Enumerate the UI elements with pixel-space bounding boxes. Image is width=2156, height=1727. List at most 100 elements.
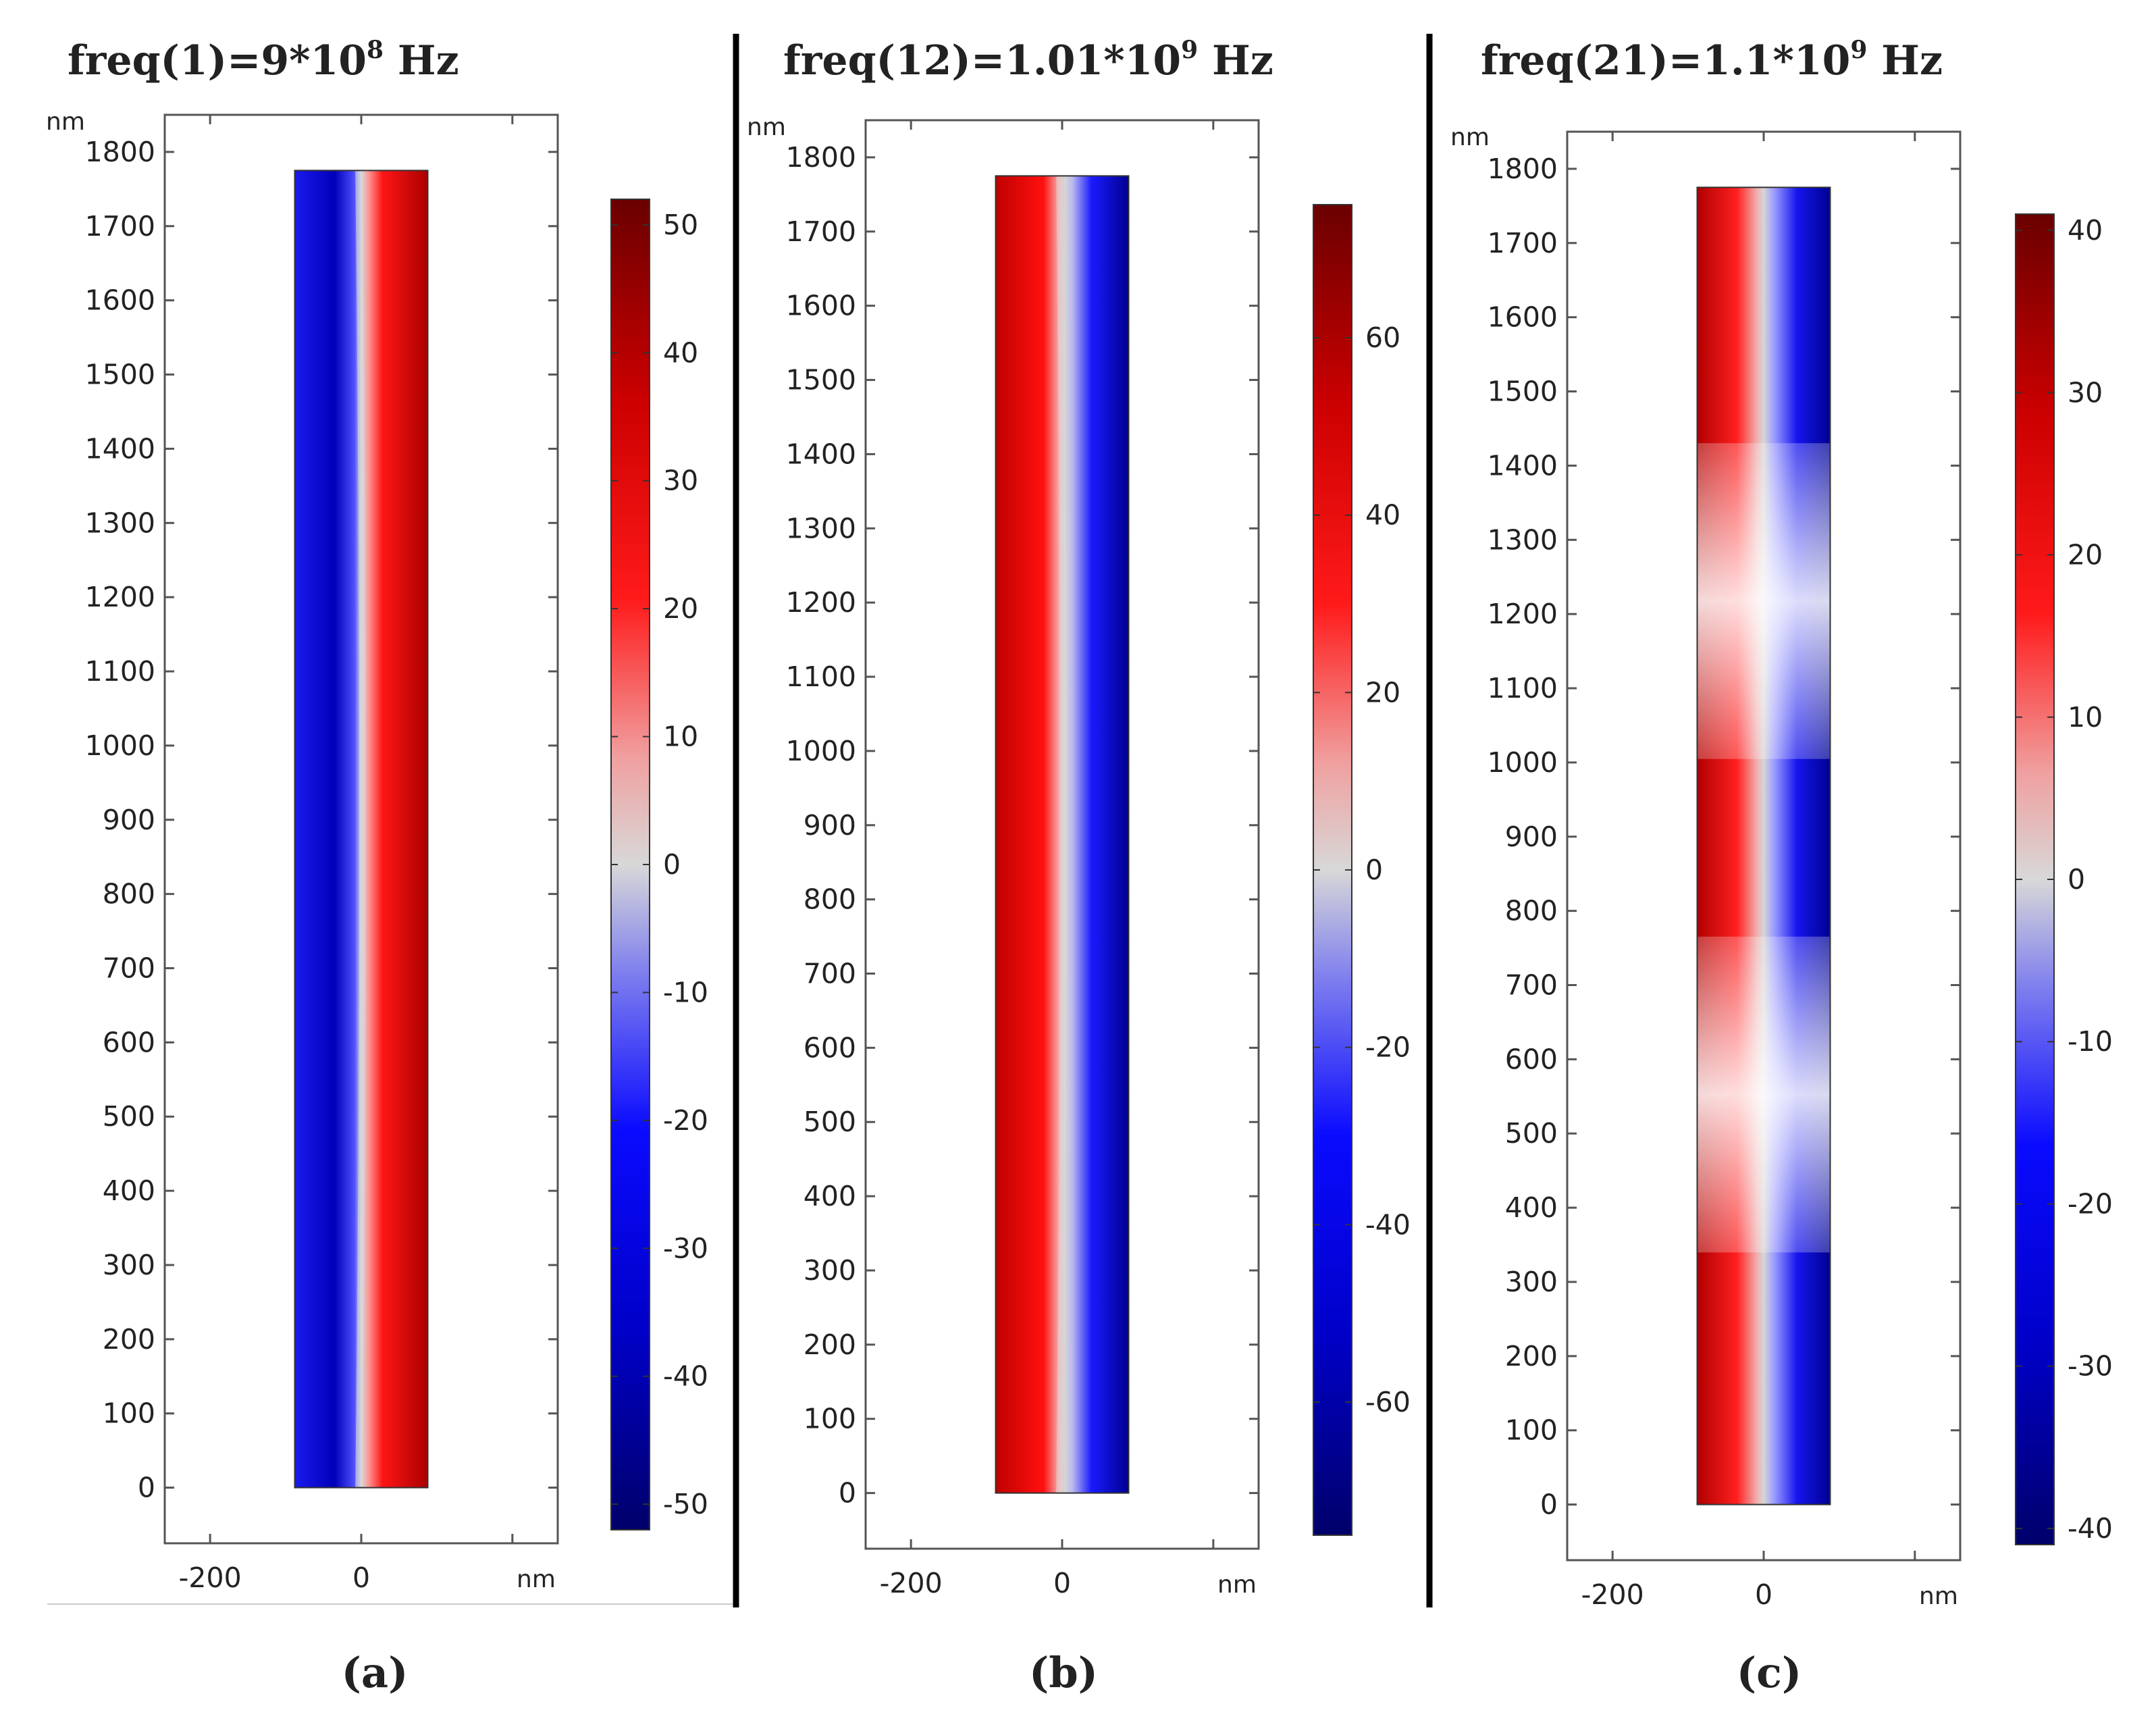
- colorbar-tick-label: -30: [663, 1232, 708, 1264]
- panel-a-title-suffix: Hz: [384, 37, 459, 84]
- colorbar-tick-label: 0: [2068, 863, 2085, 896]
- field-band: [1697, 187, 1831, 1505]
- colorbar-tick-label: 20: [1365, 676, 1400, 708]
- panel-b-title-exp: 9: [1181, 36, 1198, 64]
- y-tick-label: 1600: [1488, 301, 1558, 334]
- colorbar-tick-label: -20: [2068, 1187, 2113, 1220]
- colorbar-tick-label: -10: [2068, 1025, 2113, 1058]
- panel-a-x-unit: nm: [517, 1566, 556, 1593]
- colorbar-tick-label: 50: [663, 209, 698, 241]
- y-tick-label: 300: [103, 1249, 155, 1281]
- panel-b-domain-outline: [995, 175, 1130, 1494]
- panel-a-colorbar-ticks: -50 -40 -30 -20 -10 0 10 20 30 40 50: [611, 209, 708, 1520]
- panel-c-domain-outline: [1696, 186, 1831, 1505]
- colorbar-tick-label: -20: [663, 1104, 708, 1137]
- zero-contour: [355, 170, 366, 1488]
- y-tick-label: 1600: [786, 290, 856, 322]
- panel-c-x-ticks: -200 0: [1581, 132, 1916, 1611]
- colorbar-tick-label: 10: [2068, 701, 2103, 733]
- y-tick-label: 900: [103, 804, 155, 836]
- y-tick-label: 1700: [1488, 227, 1558, 259]
- y-tick-label: 1200: [1488, 598, 1558, 630]
- panel-b-y-unit: nm: [747, 113, 786, 141]
- y-tick-label: 1000: [85, 729, 155, 762]
- y-tick-label: 100: [1505, 1414, 1558, 1447]
- x-tick-label: -200: [1581, 1578, 1644, 1611]
- panel-b-colorbar-ticks: -60 -40 -20 0 20 40 60: [1313, 321, 1411, 1418]
- colorbar-tick-label: 40: [1365, 499, 1400, 532]
- y-tick-label: 1300: [85, 507, 155, 539]
- y-tick-label: 1400: [85, 432, 155, 465]
- panel-c-colorbar-ticks: -40 -30 -20 -10 0 10 20 30 40: [2016, 214, 2113, 1545]
- panel-a-y-ticks: 0 100 200 300 400 500 600 700 800 900 1000 1100 1200…: [85, 136, 558, 1504]
- colorbar-tick-label: -50: [663, 1488, 708, 1520]
- y-tick-label: 500: [103, 1100, 155, 1133]
- field-node: [1697, 936, 1831, 1253]
- panel-c-x-unit: nm: [1919, 1582, 1958, 1610]
- panel-b: freq(12)=1.01*109 Hz nm nm 0100200300400…: [747, 36, 1411, 1697]
- y-tick-label: 900: [1505, 821, 1558, 853]
- panel-a-y-unit: nm: [46, 108, 85, 136]
- y-tick-label: 1200: [85, 581, 155, 613]
- y-tick-label: 1700: [786, 215, 856, 248]
- colorbar-tick-label: 20: [663, 592, 698, 625]
- panel-b-x-unit: nm: [1217, 1571, 1257, 1599]
- y-tick-label: 0: [138, 1472, 155, 1504]
- panel-b-title-suffix: Hz: [1198, 37, 1273, 84]
- y-tick-label: 1500: [85, 359, 155, 391]
- panel-c: freq(21)=1.1*109 Hz nm nm 01002003004005…: [1450, 36, 2113, 1697]
- panel-b-title: freq(12)=1.01*109 Hz: [783, 36, 1273, 84]
- panel-b-title-base: freq(12)=1.01*10: [783, 37, 1181, 84]
- y-tick-label: 1300: [1488, 523, 1558, 556]
- y-tick-label: 800: [804, 883, 856, 916]
- colorbar-tick-label: 0: [1365, 854, 1383, 886]
- panel-a-title-base: freq(1)=9*10: [68, 37, 367, 84]
- panel-a: freq(1)=9*108 Hz nm nm 01002003004005006…: [46, 36, 708, 1697]
- colorbar-tick-label: 30: [2068, 376, 2103, 409]
- panel-c-title-suffix: Hz: [1867, 37, 1943, 84]
- y-tick-label: 1000: [786, 735, 856, 767]
- colorbar-tick-label: -40: [1365, 1208, 1411, 1241]
- y-tick-label: 800: [1505, 895, 1558, 927]
- panel-b-x-ticks: -200 0: [880, 120, 1215, 1599]
- y-tick-label: 900: [804, 809, 856, 842]
- y-tick-label: 1100: [786, 661, 856, 693]
- panel-b-y-ticks: 0 100 200 300 400 500 600 700 800 900 1000 1100 1200…: [786, 141, 1259, 1510]
- x-tick-label: 0: [352, 1562, 370, 1594]
- y-tick-label: 0: [1540, 1489, 1558, 1521]
- y-tick-label: 0: [839, 1477, 856, 1510]
- panel-a-x-ticks: -200 0: [179, 115, 514, 1594]
- y-tick-label: 600: [103, 1026, 155, 1058]
- zero-contour: [1056, 176, 1067, 1493]
- x-tick-label: 0: [1755, 1578, 1772, 1611]
- y-tick-label: 500: [804, 1106, 856, 1138]
- panel-a-caption: (a): [342, 1648, 409, 1697]
- y-tick-label: 1400: [786, 438, 856, 470]
- colorbar-tick-label: 40: [2068, 214, 2103, 247]
- colorbar-tick-label: -60: [1365, 1386, 1411, 1418]
- y-tick-label: 1600: [85, 284, 155, 317]
- y-tick-label: 300: [1505, 1266, 1558, 1298]
- colorbar-tick-label: 10: [663, 721, 698, 753]
- y-tick-label: 400: [804, 1180, 856, 1212]
- x-tick-label: 0: [1053, 1567, 1071, 1599]
- y-tick-label: 500: [1505, 1117, 1558, 1150]
- y-tick-label: 400: [103, 1175, 155, 1207]
- y-tick-label: 600: [804, 1031, 856, 1064]
- y-tick-label: 200: [103, 1323, 155, 1356]
- panel-c-y-unit: nm: [1450, 124, 1490, 151]
- colorbar-tick-label: 20: [2068, 539, 2103, 571]
- y-tick-label: 1500: [1488, 376, 1558, 408]
- panel-b-caption: (b): [1029, 1648, 1098, 1697]
- y-tick-label: 1300: [786, 512, 856, 544]
- x-tick-label: -200: [880, 1567, 943, 1599]
- y-tick-label: 1000: [1488, 746, 1558, 779]
- colorbar-tick-label: -10: [663, 976, 708, 1008]
- panel-a-domain-outline: [294, 170, 429, 1489]
- y-tick-label: 100: [804, 1403, 856, 1435]
- colorbar-tick-label: 60: [1365, 321, 1400, 354]
- y-tick-label: 700: [804, 958, 856, 990]
- y-tick-label: 1200: [786, 586, 856, 619]
- panel-a-title-exp: 8: [367, 36, 384, 64]
